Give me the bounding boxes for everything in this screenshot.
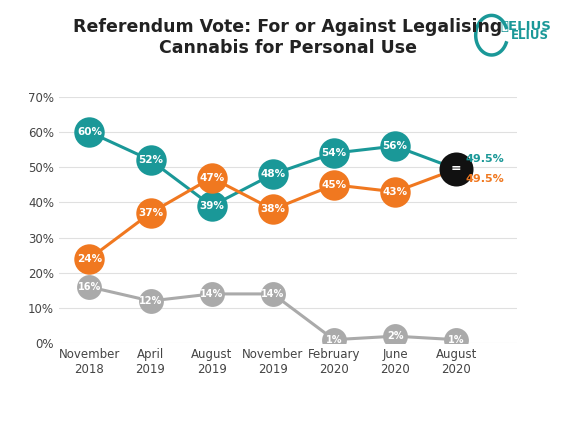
Point [268, 206, 278, 213]
Text: 49.5%: 49.5% [466, 154, 505, 164]
Text: ELIUS: ELIUS [510, 29, 549, 42]
Point [329, 150, 339, 157]
Text: 1%: 1% [448, 335, 465, 345]
Text: 14%: 14% [261, 289, 285, 299]
Point [390, 143, 400, 150]
Text: =: = [451, 162, 462, 176]
Point [207, 174, 216, 181]
Text: 60%: 60% [77, 127, 102, 137]
Text: 52%: 52% [138, 155, 163, 165]
Point [329, 336, 339, 343]
Text: 43%: 43% [383, 187, 407, 197]
Point [452, 165, 461, 172]
Point [146, 297, 155, 304]
Text: 38%: 38% [260, 205, 285, 214]
Point [268, 290, 278, 297]
Point [390, 188, 400, 195]
Point [85, 283, 94, 290]
Text: 24%: 24% [77, 254, 102, 264]
Text: 47%: 47% [199, 173, 224, 183]
Point [85, 128, 94, 136]
Point [452, 165, 461, 172]
Point [146, 157, 155, 164]
Text: 45%: 45% [322, 180, 346, 190]
Text: 49.5%: 49.5% [466, 174, 505, 184]
Point [85, 255, 94, 262]
Text: 56%: 56% [383, 141, 407, 151]
Text: 1%: 1% [326, 335, 342, 345]
Text: 37%: 37% [138, 208, 163, 218]
Point [146, 209, 155, 216]
Point [390, 333, 400, 340]
Text: 12%: 12% [139, 296, 162, 306]
Text: 39%: 39% [199, 201, 224, 211]
Text: 16%: 16% [78, 282, 101, 292]
Point [268, 171, 278, 178]
Point [452, 165, 461, 172]
Text: 54%: 54% [322, 148, 346, 158]
Text: 2%: 2% [387, 331, 403, 341]
Text: Referendum Vote: For or Against Legalising
Cannabis for Personal Use: Referendum Vote: For or Against Legalisi… [74, 18, 503, 57]
Text: ⓒELIUS: ⓒELIUS [501, 20, 552, 33]
Point [452, 336, 461, 343]
Point [329, 181, 339, 188]
Point [207, 202, 216, 209]
Text: 48%: 48% [260, 169, 285, 179]
Point [207, 290, 216, 297]
Text: 14%: 14% [200, 289, 223, 299]
